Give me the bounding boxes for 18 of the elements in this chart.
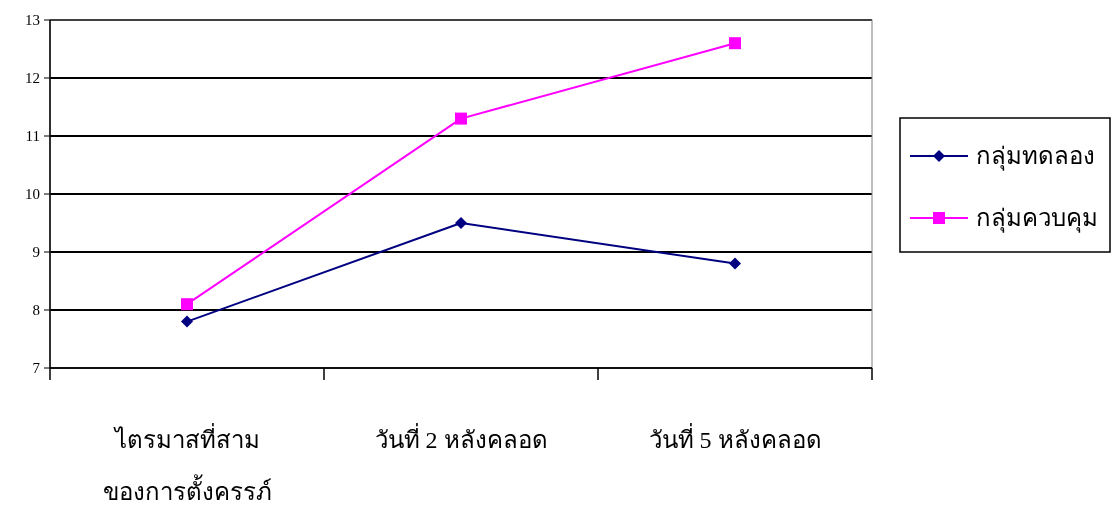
y-tick-label: 13 <box>25 12 40 29</box>
x-tick-label: วันที่ 2 หลังคลอด <box>374 423 548 453</box>
y-tick-label: 11 <box>25 128 40 145</box>
x-tick-label: ไตรมาสที่สาม ของการตั้งครรภ์ <box>102 423 272 505</box>
y-tick-label: 12 <box>25 70 40 87</box>
point <box>729 37 741 50</box>
y-tick-label: 7 <box>32 360 41 377</box>
legend-label: กลุ่มควบคุม <box>976 205 1098 234</box>
y-tick-label: 10 <box>25 186 40 203</box>
point <box>455 217 467 229</box>
point <box>729 257 741 270</box>
x-tick-label: วันที่ 5 หลังคลอด <box>648 423 822 453</box>
point <box>455 112 467 125</box>
point <box>181 315 193 328</box>
legend-label: กลุ่มทดลอง <box>976 143 1095 172</box>
point <box>181 298 193 311</box>
y-tick-label: 8 <box>32 302 40 319</box>
y-tick-label: 9 <box>32 244 40 261</box>
